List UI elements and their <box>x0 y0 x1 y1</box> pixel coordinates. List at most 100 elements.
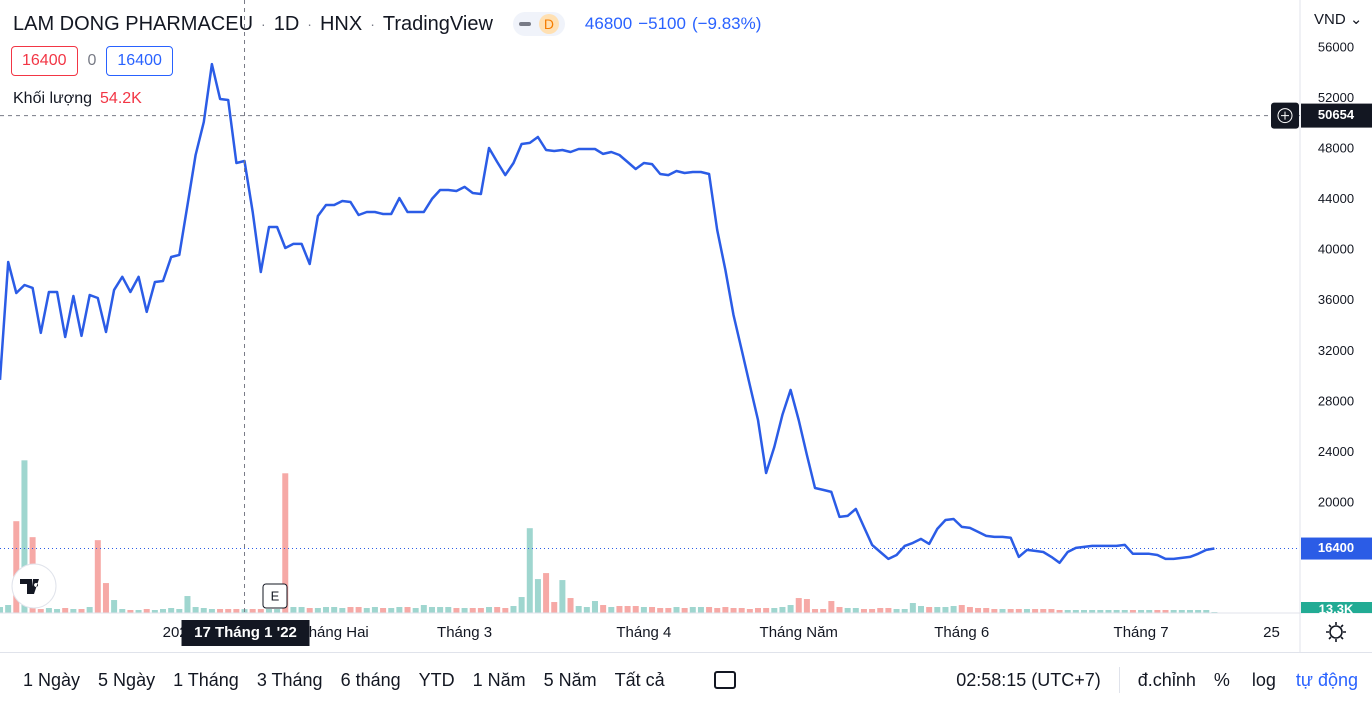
volume-bar <box>820 609 827 613</box>
volume-bar <box>200 608 207 613</box>
volume-bar <box>143 609 150 613</box>
volume-bar <box>909 603 916 613</box>
volume-bar <box>942 607 949 613</box>
volume-bar <box>323 607 330 613</box>
y-tick-label: 52000 <box>1318 90 1354 105</box>
last-volume-label: 13.3K <box>1319 601 1354 616</box>
range-button[interactable]: Tất cả <box>614 669 665 690</box>
volume-name: Khối lượng <box>13 90 93 107</box>
range-button[interactable]: 1 Ngày <box>23 669 81 690</box>
volume-bar <box>510 606 517 613</box>
volume-bar <box>518 597 525 613</box>
y-tick-label: 56000 <box>1318 39 1354 54</box>
volume-bar <box>795 598 802 613</box>
volume-bar <box>127 610 134 613</box>
volume-bar <box>771 608 778 613</box>
volume-bar <box>494 607 501 613</box>
volume-bar <box>763 608 770 613</box>
volume-bar <box>706 607 713 613</box>
crosshair-price-box <box>1301 103 1372 128</box>
y-tick-label: 48000 <box>1318 141 1354 156</box>
auto-button[interactable]: tự động <box>1295 669 1358 690</box>
crosshair: 50654 17 Tháng 1 '22 <box>0 0 1372 646</box>
range-button[interactable]: 6 tháng <box>340 669 401 690</box>
volume-bar <box>812 609 819 613</box>
volume-bar <box>730 608 737 613</box>
range-button[interactable]: 5 Ngày <box>98 669 156 690</box>
volume-bar <box>355 607 362 613</box>
range-button[interactable]: 5 Năm <box>543 669 597 690</box>
y-tick-label: 28000 <box>1318 393 1354 408</box>
log-button[interactable]: log <box>1251 669 1276 690</box>
volume-bar <box>1186 610 1193 613</box>
volume-bar <box>217 609 224 613</box>
volume-bar <box>102 583 109 613</box>
volume-bar <box>184 596 191 613</box>
date-range-icon[interactable] <box>713 671 736 689</box>
adjust-button[interactable]: đ.chỉnh <box>1137 669 1196 690</box>
volume-bar <box>13 521 20 613</box>
volume-bar <box>624 606 631 613</box>
exchange: HNX <box>319 12 363 35</box>
range-button[interactable]: YTD <box>418 669 455 690</box>
crosshair-add-plus <box>1281 111 1289 120</box>
volume-bar <box>1203 610 1210 613</box>
percent-button[interactable]: % <box>1213 669 1230 690</box>
volume-bar <box>526 528 533 613</box>
spread: 0 <box>87 52 97 69</box>
volume-bar <box>860 609 867 613</box>
toolbar: 1 Ngày 5 Ngày 1 Tháng 3 Tháng 6 tháng YTD 1 Nă… <box>0 652 1372 706</box>
buy-button[interactable]: 16400 <box>106 46 173 76</box>
volume-bar <box>62 608 69 613</box>
y-tick-label: 20000 <box>1318 494 1354 509</box>
crosshair-date-box <box>181 620 310 646</box>
volume-bar <box>1146 610 1153 613</box>
x-tick-label: Tháng 7 <box>1114 624 1169 641</box>
volume-bar <box>192 607 199 613</box>
volume-bar <box>551 602 558 613</box>
x-tick-label: Tháng 3 <box>437 624 492 641</box>
last-price-label: 16400 <box>1318 540 1354 555</box>
status-badge[interactable]: D <box>512 12 565 36</box>
volume-bar <box>160 609 167 613</box>
volume-bar <box>591 601 598 613</box>
volume-bar <box>1032 609 1039 613</box>
volume-bar <box>45 608 52 613</box>
volume-bar <box>787 605 794 613</box>
volume-value: 54.2K <box>100 90 142 107</box>
sell-button[interactable]: 16400 <box>11 46 78 76</box>
settings-icon[interactable] <box>1326 622 1346 642</box>
svg-text:E: E <box>271 588 280 603</box>
currency[interactable]: VND ⌄ <box>1314 11 1363 28</box>
volume-bar <box>640 607 647 613</box>
range-button[interactable]: 1 Tháng <box>173 669 239 690</box>
volume-bar <box>453 608 460 613</box>
y-tick-label: 36000 <box>1318 292 1354 307</box>
volume-bar <box>1129 610 1136 613</box>
x-tick-label: Tháng Hai <box>300 624 369 641</box>
volume-bar <box>901 609 908 613</box>
volume-bar <box>363 608 370 613</box>
crosshair-date-label: 17 Tháng 1 '22 <box>194 624 297 641</box>
volume-bar <box>1121 610 1128 613</box>
volume-bar <box>1015 609 1022 613</box>
clock[interactable]: 02:58:15 (UTC+7) <box>956 669 1101 690</box>
volume-bar <box>274 609 281 613</box>
volume-bar <box>689 607 696 613</box>
range-button[interactable]: 3 Tháng <box>256 669 323 690</box>
volume-bar <box>461 608 468 613</box>
volume-bar <box>869 609 876 613</box>
price-pane <box>0 62 1300 565</box>
quote: 46800 −5100 (−9.83%) <box>585 14 767 34</box>
earnings-marker[interactable]: E <box>262 583 288 609</box>
badge-letter: D <box>538 14 559 34</box>
volume-bar <box>885 608 892 613</box>
volume-bar <box>1081 610 1088 613</box>
range-button[interactable]: 1 Năm <box>472 669 526 690</box>
volume-bar <box>314 608 321 613</box>
volume-bar <box>5 605 12 613</box>
volume-bar <box>445 607 452 613</box>
change-pct: (−9.83%) <box>691 14 762 33</box>
volume-bar <box>208 609 215 613</box>
